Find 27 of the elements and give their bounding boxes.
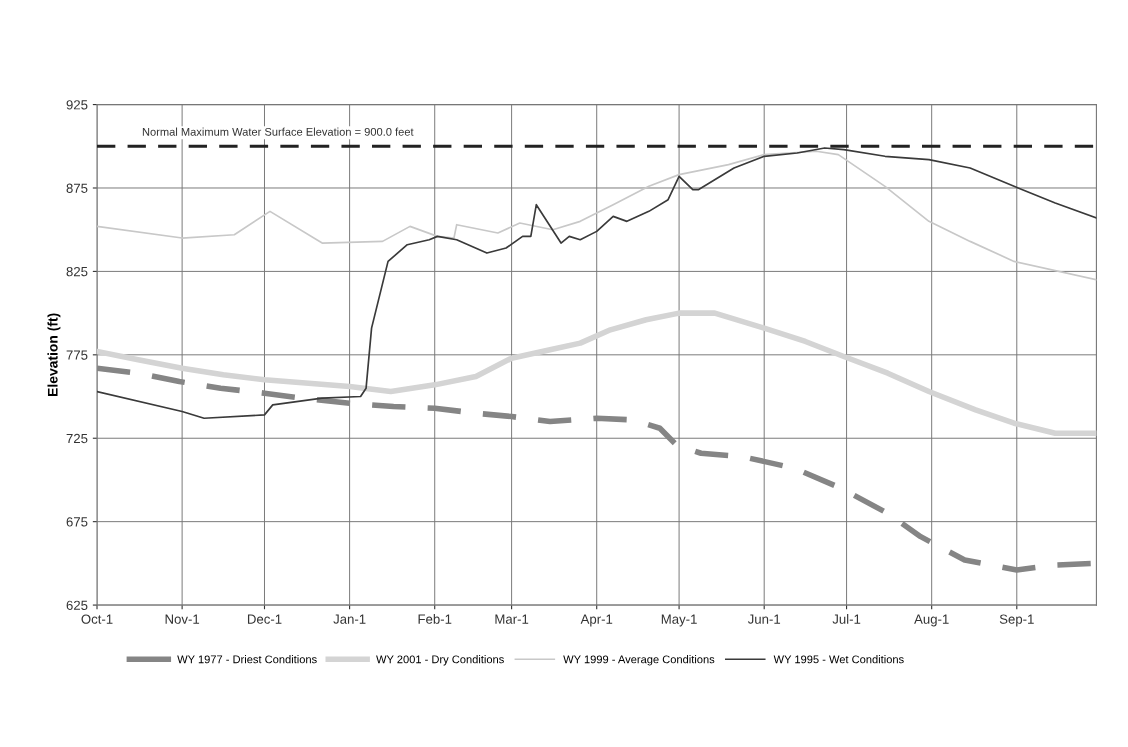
- x-tick-label: Oct-1: [81, 614, 113, 624]
- ref-line-label: Normal Maximum Water Surface Elevation = 900.0 feet: [142, 127, 414, 136]
- y-tick-label: 725: [66, 433, 88, 444]
- legend-label: WY 1977 - Driest Conditions: [177, 655, 317, 664]
- x-tick-label: Apr-1: [580, 614, 613, 627]
- y-tick-label: 675: [66, 517, 88, 527]
- x-tick-label: Sep-1: [999, 614, 1034, 627]
- x-tick-label: May-1: [661, 614, 697, 627]
- line-series: [97, 147, 1097, 420]
- y-tick-label: 625: [66, 600, 88, 610]
- x-tick-label: Mar-1: [495, 614, 529, 624]
- line-series: [97, 150, 1097, 281]
- y-tick-label: 925: [66, 100, 88, 110]
- x-tick-label: Jun-1: [747, 614, 781, 624]
- y-tick-label: 775: [66, 350, 88, 360]
- x-tick-label: Jan-1: [333, 614, 366, 624]
- x-tick-label: Feb-1: [418, 614, 452, 624]
- y-axis-title: Elevation (ft): [47, 313, 61, 396]
- y-tick-label: 875: [66, 183, 88, 193]
- legend-label: WY 1995 - Wet Conditions: [773, 655, 904, 664]
- x-tick-label: Jul-1: [832, 614, 861, 624]
- legend-label: WY 2001 - Dry Conditions: [376, 655, 504, 666]
- x-tick-label: Aug-1: [914, 614, 949, 627]
- legend-label: WY 1999 - Average Conditions: [563, 655, 715, 666]
- x-tick-label: Nov-1: [165, 614, 200, 624]
- y-tick-label: 825: [66, 266, 88, 277]
- x-tick-label: Dec-1: [247, 614, 282, 624]
